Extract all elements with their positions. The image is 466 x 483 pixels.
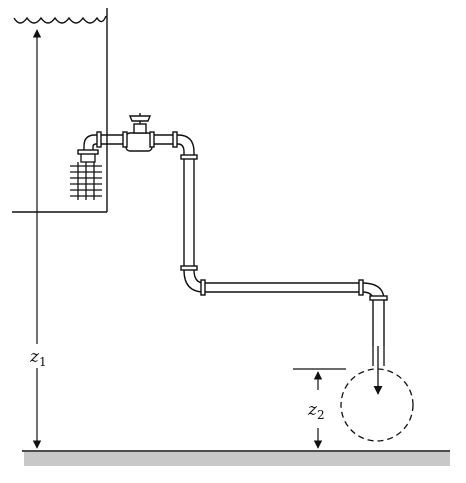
pipe-flange-7 [369, 295, 388, 301]
pipe [77, 131, 388, 346]
tank [12, 8, 108, 213]
valve-flange-right [149, 131, 155, 148]
valve-flange-left [122, 131, 128, 148]
pipe-flange-4 [180, 265, 198, 271]
pipe-flange-6 [358, 279, 364, 296]
pipe-flange-5 [200, 279, 206, 296]
control-volume-circle [340, 368, 414, 442]
outflow-jet [372, 346, 385, 395]
pipe-flange-2 [172, 131, 178, 148]
pipe-elbow-right-inner [177, 143, 185, 270]
pipe-elbow-right-outer [177, 134, 195, 270]
pipe-bottom-inner [193, 269, 362, 284]
intake-strainer [70, 151, 102, 200]
valve-body [125, 132, 153, 152]
pipe-elbow-left-outer [83, 134, 127, 152]
z1-label: z1 [29, 347, 47, 369]
z2-dimension: z2 [293, 368, 346, 449]
z1-label-bg [26, 344, 48, 368]
ground-fill [24, 452, 450, 466]
water-surface [13, 15, 107, 24]
pipe-flange-1 [96, 131, 102, 148]
z2-label: z2 [307, 400, 325, 422]
valve-handle [128, 115, 152, 122]
pipe-flange-3 [180, 154, 198, 160]
ground [22, 450, 450, 466]
pipe-elbow-left-inner [92, 143, 127, 152]
pipe-bottom-outer [183, 269, 362, 293]
valve-bonnet [133, 123, 147, 134]
pipe-flange-strainer [77, 149, 99, 155]
valve [122, 113, 155, 152]
z1-dimension: z1 [26, 29, 48, 449]
